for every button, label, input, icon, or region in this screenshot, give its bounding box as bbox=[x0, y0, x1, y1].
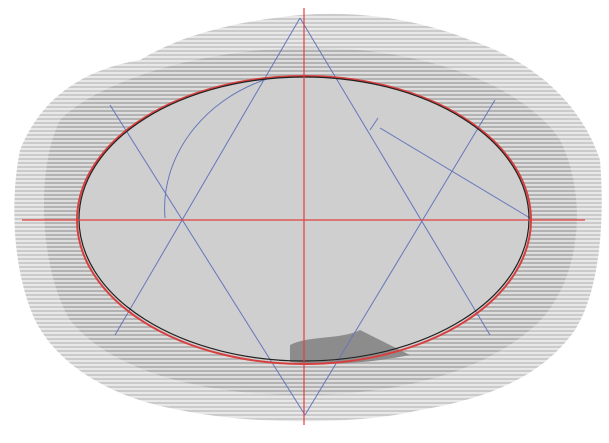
ellipse-fit-image bbox=[0, 0, 609, 438]
page bbox=[0, 0, 609, 438]
